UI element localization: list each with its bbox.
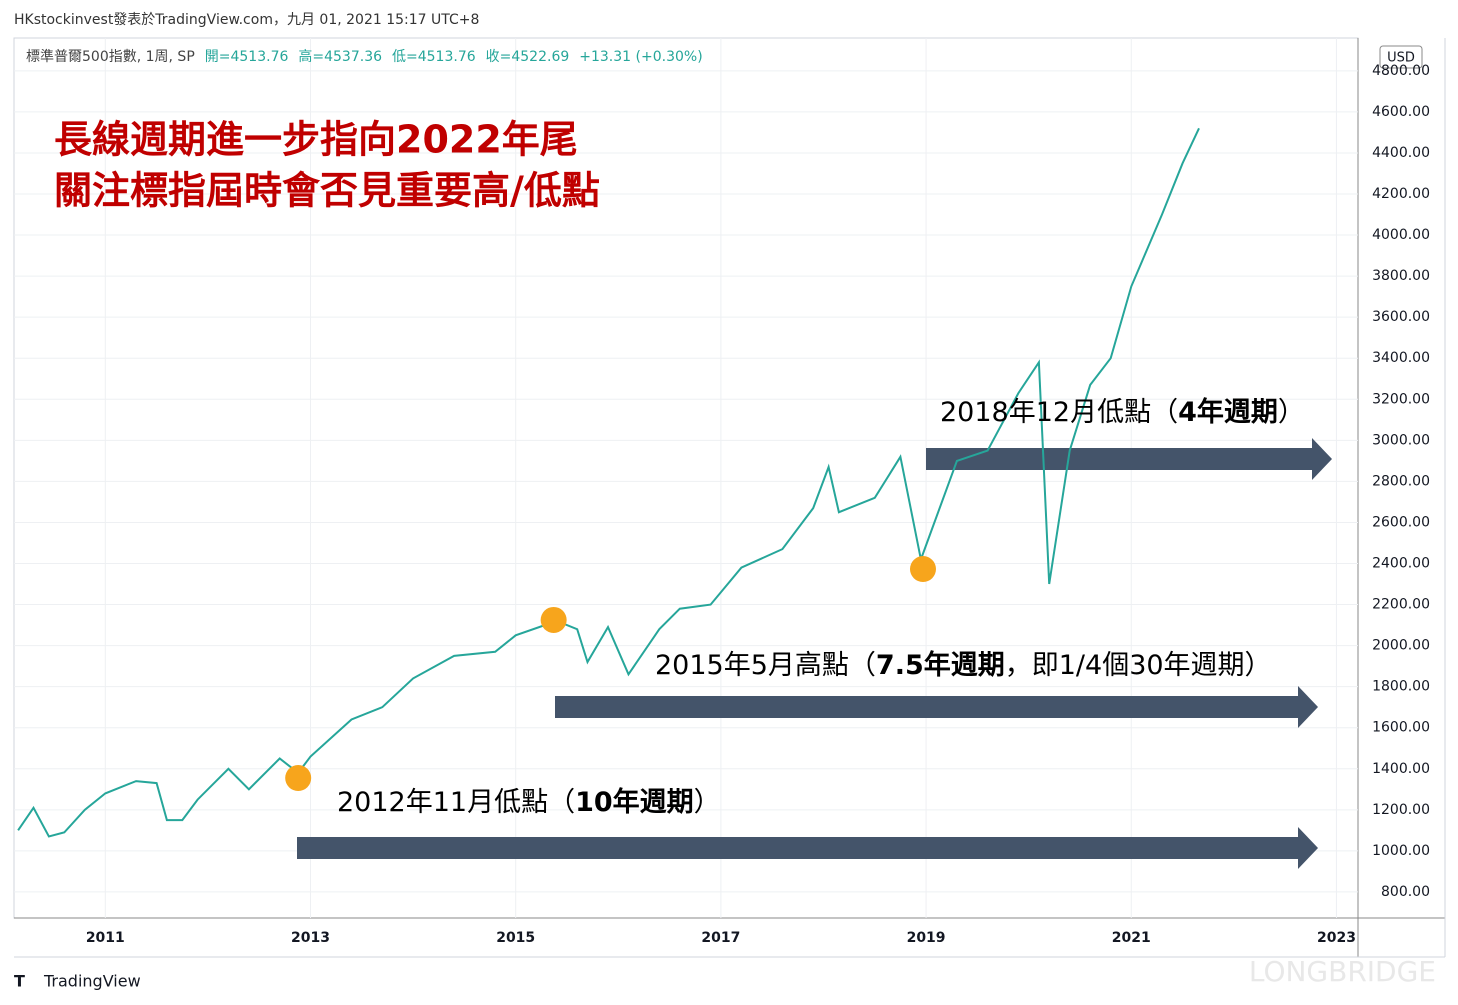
y-tick-label: 3600.00 [1372,309,1430,325]
currency-box [1379,45,1423,69]
watermark: LONGBRIDGE [1249,955,1436,988]
annotation-part: ） [694,787,721,818]
annotation-part: 4年週期 [1178,396,1278,428]
y-tick-label: 2400.00 [1372,555,1430,571]
annotation: 2015年5月高點（7.5年週期，即1/4個30年週期） [655,649,1272,681]
annotation-part: 2012年11月低點（ [337,787,575,818]
y-tick-label: 1200.00 [1372,802,1430,818]
y-tick-label: 3800.00 [1372,268,1430,284]
legend-item: 標準普爾500指數, 1周, SP [26,49,195,65]
y-tick-label: 3000.00 [1372,432,1430,448]
y-tick-label: 2800.00 [1372,473,1430,489]
y-tick-label: 2600.00 [1372,514,1430,530]
y-tick-label: 4600.00 [1372,104,1430,120]
annotation-part: 2018年12月低點（ [940,397,1178,428]
x-tick-label: 2019 [907,930,946,946]
annotation-part: 7.5年週期 [876,649,1005,681]
y-tick-label: 4800.00 [1372,63,1430,79]
x-tick-label: 2017 [701,930,740,946]
y-tick-label: 4400.00 [1372,145,1430,161]
y-tick-label: 3400.00 [1372,350,1430,366]
y-tick-label: 1800.00 [1372,679,1430,695]
annotation-part: 2015年5月高點（ [655,650,876,681]
highlight-point [285,765,312,792]
x-tick-label: 2013 [291,930,330,946]
logo-mark: ꓔ [14,972,25,991]
x-tick-label: 2015 [496,930,535,946]
x-tick-label: 2021 [1112,930,1151,946]
legend-item: +13.31 (+0.30%) [579,49,702,65]
y-tick-label: 1600.00 [1372,720,1430,736]
footer-logo: TradingView [43,972,141,991]
y-tick-label: 3200.00 [1372,391,1430,407]
annotation-part: ） [1278,397,1305,428]
title: 長線週期進一步指向2022年尾 [54,118,578,162]
arrow [926,438,1332,480]
legend-text: 標準普爾500指數, 1周, SP 開=4513.76 高=4537.36 低=451… [26,48,703,65]
x-tick-label: 2011 [86,930,125,946]
annotation: 2018年12月低點（4年週期） [940,396,1305,428]
header: HKstockinvest發表於TradingView.com，九月 01, 2… [14,12,479,28]
highlight-point [909,556,936,583]
legend-item: 低=4513.76 [392,49,476,65]
title: 關注標指屆時會否見重要高/低點 [54,169,600,213]
legend-info: 標準普爾500指數, 1周, SP 開=4513.76 高=4537.36 低=451… [26,48,703,65]
legend-item: 開=4513.76 [205,49,289,65]
annotation: 2012年11月低點（10年週期） [337,786,721,818]
arrow [297,827,1318,869]
grid [14,38,1358,918]
y-tick-label: 2000.00 [1372,638,1430,654]
x-tick-label: 2023 [1317,930,1356,946]
annotation-part: 10年週期 [575,786,694,818]
legend-item: 高=4537.36 [298,48,382,65]
annotation-part: ，即1/4個30年週期） [1005,650,1272,681]
arrow [555,686,1318,728]
y-tick-label: 1000.00 [1372,843,1430,859]
y-tick-label: 4000.00 [1372,227,1430,243]
currency: USD [1387,51,1415,66]
price-line [17,127,1200,838]
y-tick-label: 2200.00 [1372,597,1430,613]
y-tick-label: 1400.00 [1372,761,1430,777]
legend-item: 收=4522.69 [486,49,570,65]
highlight-point [540,606,567,633]
y-tick-label: 800.00 [1381,884,1430,900]
y-tick-label: 4200.00 [1372,186,1430,202]
